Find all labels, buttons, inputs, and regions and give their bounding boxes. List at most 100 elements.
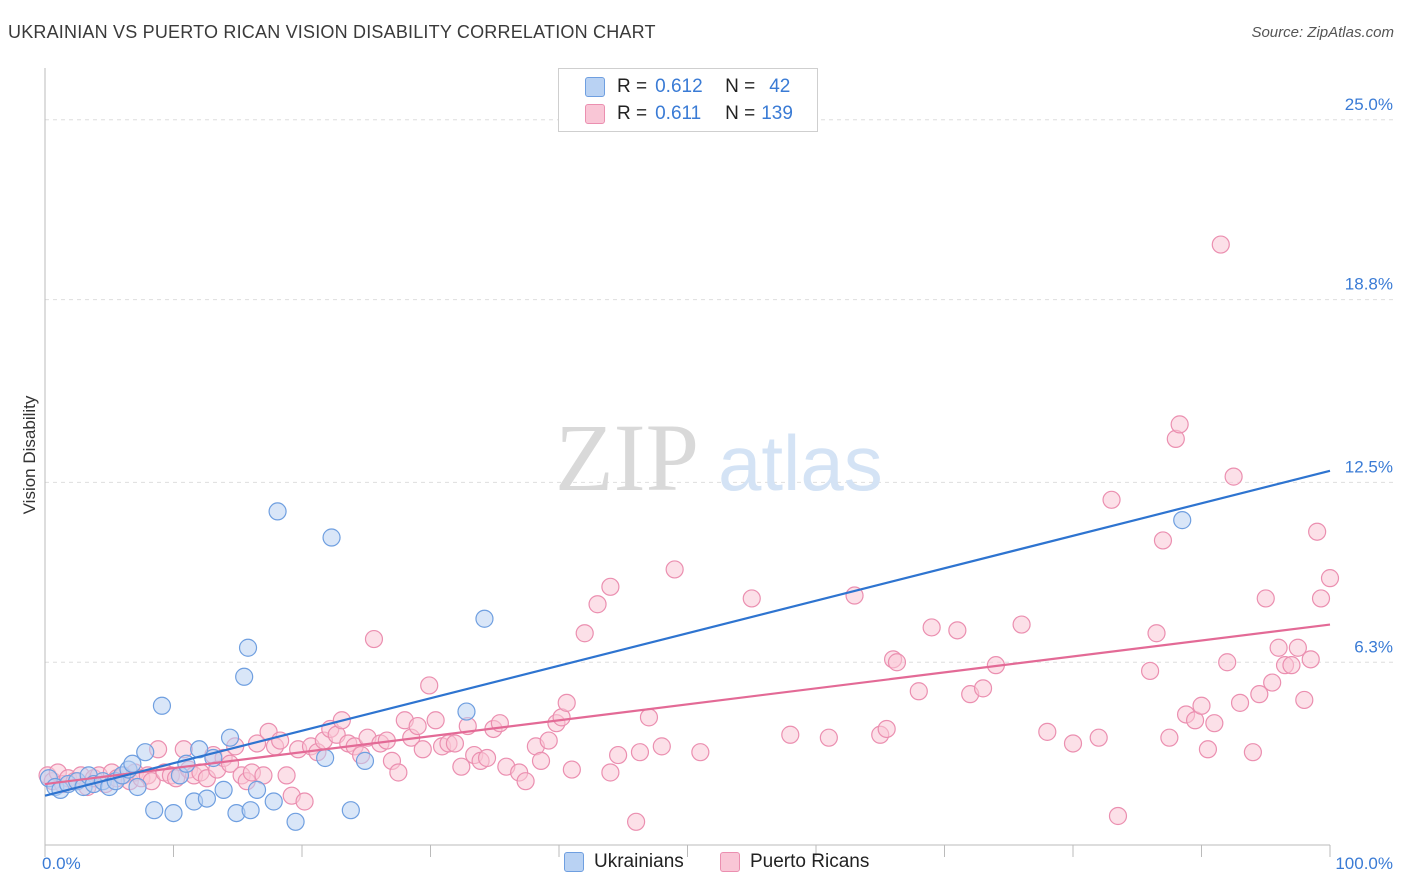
puerto-ricans-point — [1308, 522, 1327, 541]
trend-lines — [44, 469, 1331, 797]
gridlines — [45, 119, 1395, 663]
ukrainians-point — [268, 502, 287, 521]
ukrainians-point — [164, 803, 183, 823]
puerto-ricans-point — [531, 751, 551, 770]
correlation-legend: R = 0.612 N = 42 R = 0.611 N = 139 — [558, 68, 818, 132]
y-tick-label: 25.0% — [1345, 95, 1393, 114]
ukrainians-point — [241, 801, 260, 820]
legend-n-label: N = — [725, 76, 756, 97]
legend-n-value-puerto-ricans: 139 — [761, 103, 793, 124]
ukrainians-point — [1173, 511, 1192, 530]
puerto-ricans-point — [1153, 531, 1173, 550]
puerto-ricans-point — [601, 763, 620, 782]
puerto-ricans-point — [562, 760, 581, 779]
puerto-ricans-point — [1108, 806, 1128, 826]
puerto-ricans-point — [295, 792, 314, 811]
puerto-ricans-point — [781, 725, 800, 744]
ukrainians-point — [475, 609, 494, 628]
puerto-ricans-point — [1198, 740, 1218, 759]
legend-item-ukrainians[interactable]: Ukrainians — [564, 851, 684, 873]
puerto-ricans-point — [1012, 615, 1031, 634]
puerto-ricans-point — [1038, 722, 1057, 741]
puerto-ricans-point — [626, 812, 646, 831]
puerto-ricans-point — [877, 719, 896, 739]
watermark: ZIP atlas — [555, 404, 883, 511]
puerto-ricans-point — [1205, 714, 1224, 733]
ukrainians-point — [145, 801, 164, 820]
puerto-ricans-point — [665, 560, 684, 579]
puerto-ricans-point — [539, 731, 558, 750]
ukrainians-point — [152, 696, 172, 715]
watermark-zip: ZIP — [555, 404, 699, 511]
puerto-ricans-point — [601, 577, 620, 596]
puerto-ricans-legend-swatch — [720, 852, 740, 872]
ukrainians-point — [457, 702, 476, 721]
puerto-ricans-point — [408, 716, 427, 736]
legend-r-label: R = — [617, 76, 648, 97]
ukrainians-point — [247, 780, 267, 799]
puerto-ricans-point — [413, 740, 432, 759]
puerto-ricans-point — [887, 653, 907, 672]
ukrainians-point — [136, 743, 155, 762]
tick-labels: 6.3% 12.5% 18.8% 25.0% 0.0% 100.0% — [42, 95, 1393, 873]
puerto-ricans-point — [1102, 490, 1121, 509]
series-legend: Ukrainians Puerto Ricans — [0, 851, 1406, 877]
puerto-ricans-point — [277, 766, 296, 785]
puerto-ricans-point — [973, 679, 993, 698]
ukrainians-point — [214, 780, 233, 799]
puerto-ricans-point — [1256, 589, 1275, 608]
puerto-ricans-point — [1218, 653, 1237, 672]
puerto-ricans-point — [1063, 734, 1083, 753]
puerto-ricans-swatch — [585, 104, 605, 124]
puerto-ricans-point — [1243, 743, 1263, 762]
ukrainians-legend-swatch — [564, 852, 584, 872]
puerto-ricans-point — [1269, 638, 1288, 657]
ukrainians-point — [316, 748, 335, 768]
ukrainians-point — [341, 801, 360, 820]
watermark-atlas: atlas — [718, 419, 883, 507]
y-tick-label: 18.8% — [1345, 275, 1393, 294]
puerto-ricans-point — [364, 629, 384, 649]
source-label: Source: ZipAtlas.com — [1251, 24, 1394, 41]
puerto-ricans-point — [420, 676, 439, 695]
ukrainians-point — [264, 792, 283, 811]
ukrainians-point — [238, 638, 258, 657]
puerto-ricans-point — [575, 624, 594, 643]
puerto-ricans-point — [1282, 656, 1301, 675]
y-tick-label: 6.3% — [1354, 637, 1393, 656]
puerto-ricans-point — [445, 734, 465, 753]
y-tick-label: 12.5% — [1345, 457, 1393, 476]
axes — [44, 68, 1331, 857]
puerto-ricans-point — [1170, 415, 1189, 434]
ukrainians-point — [220, 728, 240, 747]
puerto-ricans-point — [922, 618, 941, 637]
ukrainians-swatch — [585, 77, 605, 97]
legend-n-label: N = — [725, 103, 756, 124]
puerto-ricans-point — [1230, 693, 1250, 712]
puerto-ricans-point — [819, 728, 838, 747]
puerto-ricans-point — [1263, 673, 1282, 692]
puerto-ricans-point — [1147, 624, 1166, 643]
puerto-ricans-point — [557, 693, 576, 712]
puerto-ricans-point — [630, 743, 650, 762]
legend-r-label: R = — [617, 103, 648, 124]
puerto-ricans-point — [516, 772, 535, 791]
x-tick-label-max: 100.0% — [1335, 854, 1393, 873]
puerto-ricans-point — [1211, 235, 1230, 254]
puerto-ricans-point — [1301, 650, 1320, 669]
puerto-ricans-point — [1311, 589, 1331, 608]
puerto-ricans-point — [389, 763, 408, 782]
ukrainians-point — [286, 812, 305, 831]
legend-item-puerto-ricans[interactable]: Puerto Ricans — [720, 851, 869, 873]
puerto-ricans-point — [909, 682, 928, 701]
legend-row-ukrainians: R = 0.612 N = 42 — [585, 75, 790, 99]
puerto-ricans-point — [948, 621, 967, 640]
puerto-ricans-trend-line — [44, 623, 1331, 786]
legend-n-value-ukrainians: 42 — [769, 76, 791, 97]
chart-title: UKRAINIAN VS PUERTO RICAN VISION DISABIL… — [8, 22, 656, 42]
puerto-ricans-point — [742, 589, 761, 608]
x-tick-label-min: 0.0% — [42, 854, 81, 873]
puerto-ricans-point — [1288, 638, 1307, 657]
puerto-ricans-point — [477, 748, 497, 768]
puerto-ricans-point — [1295, 690, 1314, 710]
